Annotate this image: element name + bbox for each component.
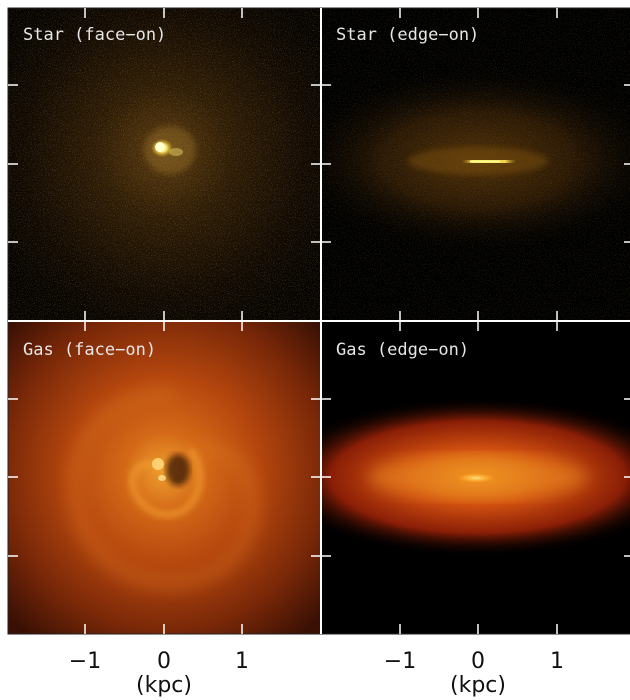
x-tick-label-left-neg1: −1 bbox=[69, 649, 101, 674]
panel-star-face-on bbox=[8, 8, 321, 321]
x-tick-label-right-1: 1 bbox=[550, 649, 564, 674]
panel-label-gas-edge-on: Gas (edge−on) bbox=[336, 340, 469, 360]
x-tick-label-left-1: 1 bbox=[235, 649, 249, 674]
panel-star-edge-on bbox=[321, 8, 630, 321]
x-unit-label-right: (kpc) bbox=[450, 673, 506, 698]
panel-label-star-face-on: Star (face−on) bbox=[23, 25, 166, 45]
tick-marks bbox=[8, 8, 630, 634]
panel-label-star-edge-on: Star (edge−on) bbox=[336, 25, 479, 45]
x-tick-label-right-neg1: −1 bbox=[384, 649, 416, 674]
panel-gas-face-on bbox=[8, 321, 321, 634]
panel-gas-edge-on bbox=[321, 321, 630, 634]
panel-frame bbox=[7, 7, 630, 635]
x-tick-label-left-0: 0 bbox=[157, 649, 171, 674]
panel-label-gas-face-on: Gas (face−on) bbox=[23, 340, 156, 360]
x-tick-label-right-0: 0 bbox=[471, 649, 485, 674]
x-unit-label-left: (kpc) bbox=[136, 673, 192, 698]
